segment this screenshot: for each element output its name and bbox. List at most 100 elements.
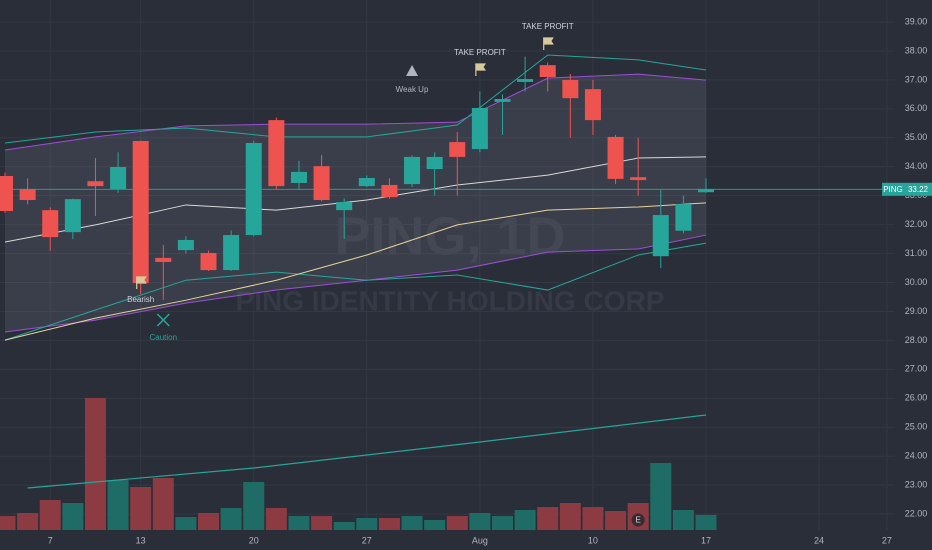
y-tick-label: 25.00: [905, 422, 928, 432]
volume-bar: [152, 478, 174, 530]
volume-bar: [265, 508, 287, 530]
earnings-icon: [630, 512, 646, 528]
candle-body: [132, 140, 149, 284]
candle-body: [471, 107, 488, 150]
volume-bar: [220, 508, 242, 530]
x-tick-label: 27: [882, 535, 892, 545]
volume-bar: [39, 500, 61, 530]
x-tick-label: 13: [136, 535, 146, 545]
y-tick-label: 27.00: [905, 364, 928, 374]
volume-bar: [198, 513, 220, 530]
candle-body: [290, 171, 307, 183]
candle-body: [652, 215, 669, 257]
y-tick-label: 38.00: [905, 45, 928, 55]
candle-body: [245, 143, 262, 236]
annotation: Bearish: [127, 295, 154, 304]
volume-ma-line: [27, 414, 707, 489]
candle-body: [607, 136, 624, 179]
y-tick-label: 24.00: [905, 451, 928, 461]
candle-body: [223, 235, 240, 271]
volume-bar: [672, 510, 694, 530]
volume-bar: [469, 513, 491, 530]
x-tick-label: Aug: [472, 535, 488, 545]
x-tick-label: 10: [588, 535, 598, 545]
volume-bar: [175, 517, 197, 530]
volume-bar: [514, 510, 536, 530]
volume-bar: [62, 503, 84, 530]
volume-bar: [130, 487, 152, 530]
candle-body: [336, 202, 353, 211]
y-tick-label: 37.00: [905, 74, 928, 84]
indicator-line: [4, 73, 707, 151]
candle-body: [630, 177, 647, 181]
y-tick-label: 22.00: [905, 508, 928, 518]
y-tick-label: 23.00: [905, 480, 928, 490]
candle-body: [449, 142, 466, 157]
candle-body: [562, 79, 579, 99]
annotation: TAKE PROFIT: [522, 22, 574, 31]
volume-bar: [582, 507, 604, 530]
candle-body: [494, 99, 511, 102]
volume-bar: [695, 515, 717, 530]
y-tick-label: 36.00: [905, 103, 928, 113]
volume-bar: [311, 516, 333, 530]
volume-bar: [84, 398, 106, 530]
y-tick-label: 34.00: [905, 161, 928, 171]
y-tick-label: 30.00: [905, 277, 928, 287]
annotation: E: [635, 516, 640, 525]
triangle-icon: [406, 65, 419, 76]
volume-bar: [401, 516, 423, 530]
price-axis: [895, 0, 932, 550]
volume-bar: [491, 516, 513, 530]
indicator-line: [4, 54, 707, 144]
annotation: Weak Up: [396, 85, 429, 94]
last-price-label: 33.22: [908, 185, 929, 194]
candle-body: [268, 120, 285, 187]
volume-bar: [288, 516, 310, 530]
flag-icon: [136, 276, 147, 289]
y-tick-label: 31.00: [905, 248, 928, 258]
candle-body: [64, 199, 81, 233]
x-tick-label: 17: [701, 535, 711, 545]
volume-bar: [605, 511, 627, 530]
x-tick-label: 20: [249, 535, 259, 545]
y-tick-label: 26.00: [905, 393, 928, 403]
candle-body: [517, 79, 534, 82]
candle-body: [404, 156, 421, 185]
band-fill: [5, 74, 707, 333]
candle-body: [313, 166, 330, 201]
flag-icon: [475, 63, 486, 76]
candle-body: [155, 257, 172, 262]
annotation: Caution: [150, 333, 178, 342]
y-tick-label: 32.00: [905, 219, 928, 229]
volume-bar: [559, 503, 581, 530]
candle-body: [200, 253, 217, 271]
indicator-line: [4, 242, 707, 341]
candle-body: [19, 189, 36, 201]
volume-bar: [0, 516, 16, 530]
annotation: TAKE PROFIT: [454, 48, 506, 57]
candle-body: [358, 178, 375, 187]
indicator-line: [4, 202, 707, 341]
symbol-label: PING: [883, 185, 903, 194]
volume-bar: [17, 513, 39, 530]
volume-bar: [424, 520, 446, 530]
candle-body: [110, 167, 127, 190]
x-tick-label: 7: [48, 535, 53, 545]
last-price-box: [882, 182, 932, 196]
candle-body: [675, 204, 692, 231]
volume-bar: [333, 522, 355, 530]
candle-body: [698, 189, 715, 193]
y-tick-label: 39.00: [905, 16, 928, 26]
volume-bar: [378, 518, 400, 530]
candle-body: [42, 210, 59, 238]
candle-body: [539, 65, 556, 77]
candle-body: [87, 181, 104, 187]
candle-body: [381, 184, 398, 198]
volume-bar: [537, 507, 559, 530]
volume-bar: [446, 516, 468, 530]
x-tick-label: 24: [814, 535, 824, 545]
